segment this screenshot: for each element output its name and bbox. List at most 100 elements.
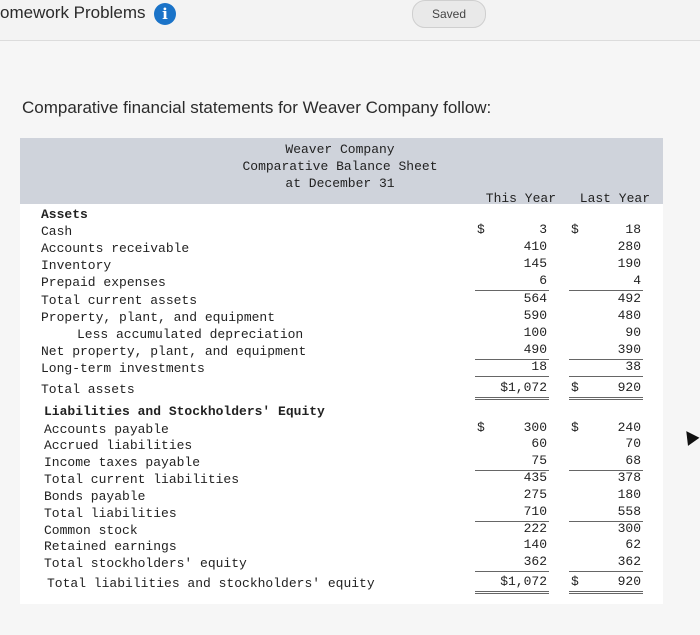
amount-this-year: 140: [475, 537, 549, 554]
currency-symbol: $: [477, 222, 485, 237]
amount-value: 100: [523, 325, 547, 340]
amount-value: 564: [523, 291, 547, 306]
amount-this-year: 590: [475, 308, 549, 325]
amount-value: $1,072: [500, 574, 547, 589]
amount-value: 362: [617, 554, 641, 569]
amount-this-year: 75: [475, 453, 549, 471]
amount-this-year: 100: [475, 325, 549, 342]
amount-value: 378: [617, 470, 641, 485]
app-title: omework Problems: [0, 3, 146, 22]
amount-value: 390: [617, 342, 641, 357]
amount-value: 70: [625, 436, 641, 451]
amount-last-year: 70: [569, 436, 643, 453]
amount-this-year: 6: [475, 273, 549, 291]
amount-value: 558: [617, 504, 641, 519]
row-label: Total liabilities: [44, 506, 177, 521]
amount-value: 6: [539, 273, 547, 288]
amount-this-year: 18: [475, 359, 549, 377]
question-instructions: Comparative financial statements for Wea…: [22, 98, 492, 117]
row-label: Liabilities and Stockholders' Equity: [44, 404, 325, 419]
amount-last-year: 390: [569, 342, 643, 360]
row-label: Property, plant, and equipment: [41, 310, 276, 325]
mouse-cursor-icon: [680, 427, 700, 446]
amount-this-year: 362: [475, 554, 549, 572]
amount-value: 480: [617, 308, 641, 323]
amount-value: $1,072: [500, 380, 547, 395]
balance-sheet-panel: Weaver Company Comparative Balance Sheet…: [20, 138, 663, 604]
amount-value: 710: [523, 504, 547, 519]
amount-last-year: 38: [569, 359, 643, 377]
amount-value: 275: [523, 487, 547, 502]
amount-value: 3: [539, 222, 547, 237]
amount-value: 492: [617, 291, 641, 306]
row-label: Assets: [41, 207, 88, 222]
amount-last-year: 180: [569, 487, 643, 504]
amount-this-year: 490: [475, 342, 549, 360]
amount-value: 62: [625, 537, 641, 552]
amount-value: 410: [523, 239, 547, 254]
amount-value: 435: [523, 470, 547, 485]
amount-value: 4: [633, 273, 641, 288]
amount-value: 75: [531, 453, 547, 468]
row-label: Accounts payable: [44, 422, 169, 437]
amount-last-year: 480: [569, 308, 643, 325]
amount-last-year: 62: [569, 537, 643, 554]
amount-value: 18: [625, 222, 641, 237]
amount-last-year: 378: [569, 470, 643, 487]
row-label: Total liabilities and stockholders' equi…: [47, 576, 375, 591]
amount-value: 280: [617, 239, 641, 254]
company-name: Weaver Company: [285, 142, 395, 157]
row-label: Income taxes payable: [44, 455, 201, 470]
info-icon[interactable]: i: [154, 3, 176, 25]
column-header-last-year: Last Year: [579, 191, 650, 206]
amount-this-year: $3: [475, 222, 549, 239]
amount-value: 300: [617, 521, 641, 536]
amount-last-year: $240: [569, 420, 643, 437]
amount-value: 222: [523, 521, 547, 536]
amount-value: 920: [617, 574, 641, 589]
row-label: Retained earnings: [44, 539, 177, 554]
amount-value: 145: [523, 256, 547, 271]
amount-this-year: 435: [475, 470, 549, 487]
row-label: Less accumulated depreciation: [77, 327, 304, 342]
row-label: Total stockholders' equity: [44, 556, 247, 571]
amount-value: 190: [617, 256, 641, 271]
amount-last-year: $920: [569, 380, 643, 400]
row-label: Total current assets: [41, 293, 198, 308]
amount-value: 68: [625, 453, 641, 468]
column-header-this-year: This Year: [485, 191, 556, 206]
row-label: Common stock: [44, 523, 138, 538]
amount-last-year: $18: [569, 222, 643, 239]
amount-this-year: 564: [475, 291, 549, 308]
amount-value: 38: [625, 359, 641, 374]
amount-value: 362: [523, 554, 547, 569]
amount-this-year: 222: [475, 521, 549, 538]
saved-status-button[interactable]: Saved: [412, 0, 486, 28]
statement-title: Comparative Balance Sheet: [242, 159, 438, 174]
amount-this-year: 145: [475, 256, 549, 273]
top-bar: omework Problems i Saved: [0, 0, 700, 41]
amount-this-year: $300: [475, 420, 549, 437]
amount-this-year: $1,072: [475, 380, 549, 400]
row-label: Long-term investments: [41, 361, 205, 376]
row-label: Total assets: [41, 382, 135, 397]
currency-symbol: $: [571, 380, 579, 395]
amount-value: 60: [531, 436, 547, 451]
amount-last-year: $920: [569, 574, 643, 594]
amount-value: 240: [617, 420, 641, 435]
row-label: Prepaid expenses: [41, 275, 166, 290]
row-label: Accounts receivable: [41, 241, 190, 256]
currency-symbol: $: [571, 574, 579, 589]
amount-last-year: 492: [569, 291, 643, 308]
amount-this-year: 410: [475, 239, 549, 256]
amount-value: 90: [625, 325, 641, 340]
amount-last-year: 280: [569, 239, 643, 256]
amount-this-year: 275: [475, 487, 549, 504]
amount-this-year: 60: [475, 436, 549, 453]
amount-value: 300: [523, 420, 547, 435]
amount-last-year: 68: [569, 453, 643, 471]
amount-value: 590: [523, 308, 547, 323]
amount-last-year: 362: [569, 554, 643, 572]
currency-symbol: $: [571, 420, 579, 435]
amount-last-year: 90: [569, 325, 643, 342]
